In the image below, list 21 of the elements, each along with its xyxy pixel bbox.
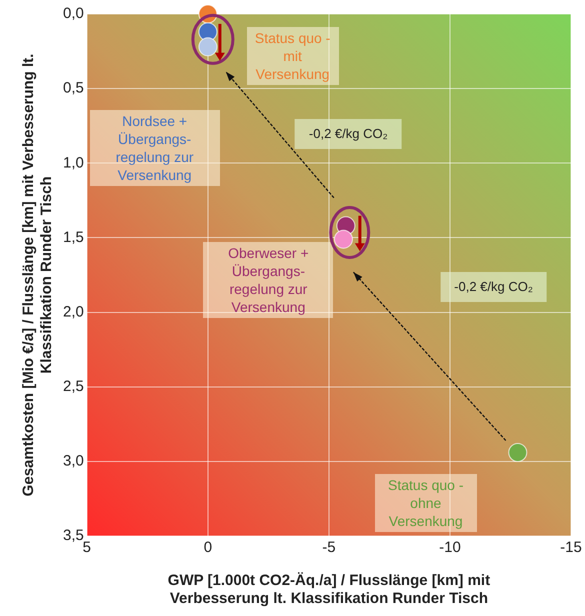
- text-box: -0,2 €/kg CO₂: [440, 272, 547, 302]
- x-tick-label: -15: [560, 539, 582, 556]
- y-tick-label: 3,5: [62, 527, 84, 544]
- x-tick-label: -5: [322, 539, 336, 556]
- x-tick-label: 5: [82, 539, 92, 556]
- x-tick-label: -10: [439, 539, 461, 556]
- y-axis-title: Gesamtkosten [Mio €/a] / Flusslänge [km] mit Verbesserung lt. Klassifikation Runder Tisch: [20, 54, 56, 496]
- y-tick-label: 0,0: [62, 5, 84, 22]
- text-box: Oberweser + Übergangs-regelung zur Versenkung: [203, 242, 334, 318]
- text-box: -0,2 €/kg CO₂: [294, 118, 402, 149]
- y-tick-label: 2,0: [62, 303, 84, 320]
- y-tick-label: 0,5: [62, 80, 84, 97]
- text-box: Nordsee + Übergangs-regelung zur Versenkung: [90, 110, 220, 186]
- y-tick-label: 1,5: [62, 228, 84, 246]
- y-tick-label: 1,0: [62, 154, 84, 172]
- text-box: Status quo - ohne Versenkung: [374, 474, 477, 532]
- x-tick-label: 0: [204, 539, 212, 556]
- text-box: Status quo - mit Versenkung: [246, 26, 339, 85]
- y-tick-label: 2,5: [62, 378, 84, 395]
- y-tick-label: 3,0: [62, 452, 84, 470]
- x-axis-title: GWP [1.000t CO2-Äq./a] / Flusslänge [km] mit Verbesserung lt. Klassifikation Runder Tisch: [168, 572, 490, 608]
